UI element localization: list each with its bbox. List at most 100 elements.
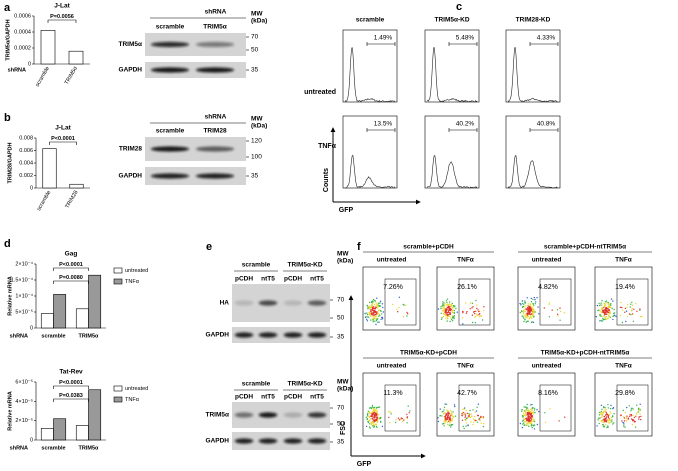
dot (447, 309, 450, 311)
dot (372, 421, 374, 423)
blot-strip (232, 327, 330, 343)
dot (522, 310, 525, 313)
dot (443, 302, 445, 304)
dot (476, 304, 478, 306)
dot (443, 409, 445, 411)
y-tick-label: 0 (30, 437, 33, 443)
dot (443, 309, 445, 311)
mw-value: 70 (251, 34, 259, 41)
lane-label: pCDH (284, 394, 302, 401)
dot (446, 320, 448, 322)
dot (623, 417, 626, 419)
dot (521, 310, 523, 313)
dot (611, 421, 613, 423)
bar (68, 50, 84, 65)
lane-label: pCDH (284, 276, 302, 283)
dot (372, 416, 375, 418)
condition-label: untreated (532, 257, 562, 264)
dot (453, 416, 455, 418)
dot (620, 414, 622, 417)
y-tick-label: 0 (30, 185, 33, 191)
dot (601, 421, 603, 423)
mw-value: 100 (251, 154, 262, 161)
dot (371, 414, 374, 416)
dot (523, 424, 526, 426)
lane-label: pCDH (235, 394, 253, 401)
dot (370, 415, 373, 418)
gate-percent: 29.8% (615, 390, 635, 397)
dot (606, 419, 608, 421)
dot (605, 316, 607, 318)
dot (612, 415, 614, 418)
dot (522, 416, 524, 418)
dot (373, 426, 375, 428)
dot (548, 302, 550, 304)
dot (375, 419, 377, 421)
dot (632, 320, 635, 323)
condition-label: untreated (377, 257, 407, 264)
dot (522, 316, 524, 318)
lane-label: scramble (156, 24, 185, 31)
lane-label: pCDH (235, 276, 253, 283)
dot (371, 412, 373, 415)
dot (375, 413, 377, 415)
dot (621, 306, 623, 309)
dot (532, 406, 534, 409)
dot (451, 415, 454, 417)
dot (368, 301, 371, 304)
dot (368, 415, 370, 417)
dot (375, 423, 377, 425)
dot (388, 416, 390, 419)
dot (629, 415, 631, 418)
chart-title: J-Lat (55, 125, 71, 132)
blot-band (307, 412, 327, 418)
dot (603, 425, 605, 427)
dot (606, 426, 608, 429)
gate-percent: 26.1% (457, 284, 477, 291)
y-tick-label: 0 (30, 325, 33, 331)
dot (607, 301, 609, 304)
dot (473, 416, 476, 418)
dot (471, 307, 473, 309)
dot (369, 427, 371, 429)
group-title: scramble+pCDH (403, 244, 454, 251)
dot (596, 425, 598, 427)
dot (445, 403, 448, 405)
dot (371, 411, 373, 413)
dot (376, 416, 378, 418)
dot (600, 404, 603, 406)
dot (559, 307, 561, 309)
dot (446, 421, 449, 423)
dot (446, 301, 448, 304)
dot (442, 315, 445, 318)
blot-band (307, 332, 327, 338)
dot (608, 306, 610, 308)
bar (88, 389, 102, 441)
dot (623, 416, 625, 418)
dot (529, 414, 532, 416)
dot (630, 309, 633, 312)
dot (372, 321, 374, 323)
dot (600, 311, 602, 313)
dot (450, 426, 452, 428)
gate (616, 384, 649, 432)
dot (465, 422, 468, 424)
dot (445, 310, 448, 312)
dot (466, 417, 468, 419)
dot (528, 305, 530, 308)
dot (372, 413, 375, 415)
dot (519, 302, 521, 305)
dot (373, 304, 376, 306)
legend-swatch (113, 278, 123, 285)
dot (401, 420, 404, 423)
dot (623, 422, 625, 424)
dot (445, 414, 447, 416)
gate-percent: 40.2% (456, 121, 475, 128)
dot (465, 302, 467, 304)
dot (368, 407, 371, 409)
dot (364, 312, 366, 315)
dot (441, 310, 444, 312)
y-tick-label: 0.006 (19, 148, 33, 154)
dot (406, 418, 409, 420)
dot (527, 419, 529, 422)
